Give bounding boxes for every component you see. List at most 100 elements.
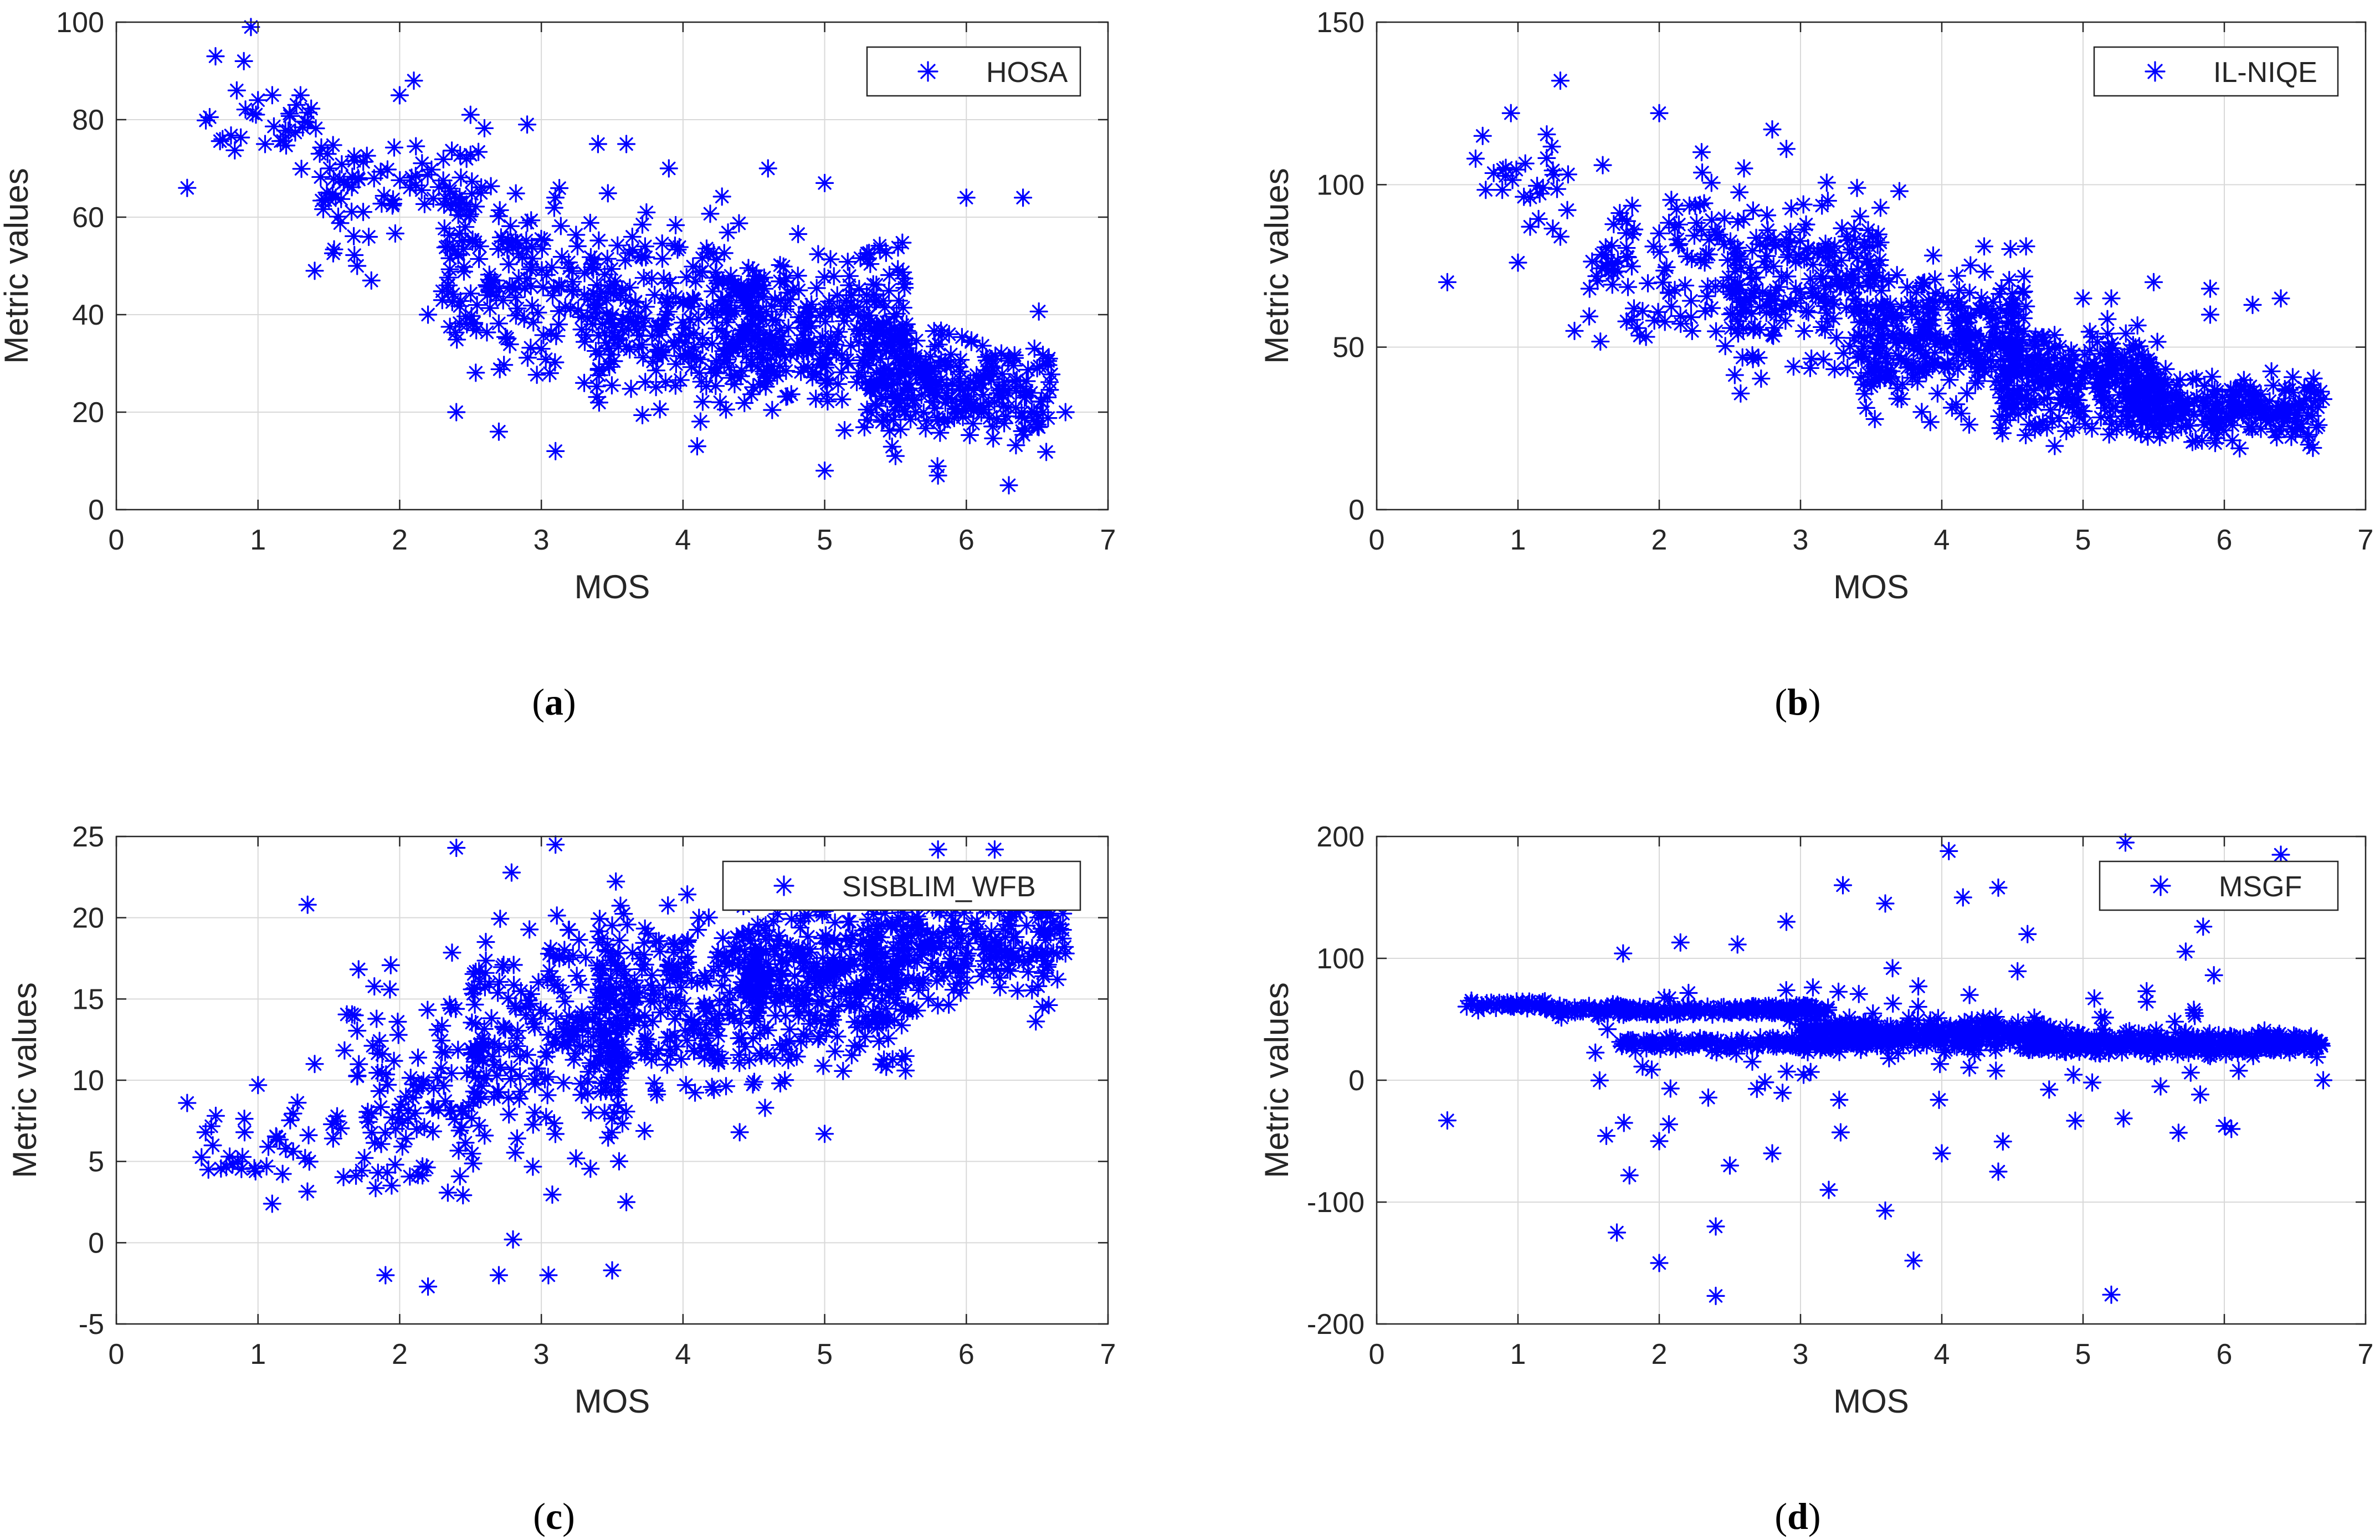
data-point [2080, 322, 2099, 341]
data-point [1743, 1052, 1762, 1071]
data-point [867, 397, 886, 415]
data-point [1782, 199, 1801, 218]
data-point [982, 922, 1001, 941]
data-point [510, 1089, 529, 1108]
y-tick-label: 100 [1316, 169, 1365, 201]
data-point [1956, 1025, 1976, 1044]
data-point [618, 1016, 638, 1035]
data-point [929, 959, 947, 978]
data-point [947, 974, 966, 993]
data-point [788, 335, 807, 353]
data-point [952, 963, 971, 982]
data-point [1836, 1013, 1855, 1031]
data-point [602, 376, 622, 395]
data-point [980, 949, 999, 968]
data-point [443, 292, 461, 311]
data-point [697, 1002, 716, 1020]
data-point [1457, 997, 1476, 1016]
data-point [355, 1148, 374, 1167]
data-point [1685, 226, 1704, 245]
data-point [1819, 238, 1838, 256]
data-point [383, 1108, 402, 1127]
y-tick-label: 0 [1348, 494, 1365, 526]
data-point [2040, 1080, 2059, 1099]
data-point [560, 259, 578, 278]
data-point [699, 908, 718, 927]
data-point [506, 184, 525, 203]
data-point [1837, 299, 1856, 317]
data-point [671, 1050, 691, 1069]
data-point [527, 1059, 546, 1079]
data-point [581, 213, 599, 232]
data-point [581, 1159, 600, 1178]
data-point [753, 993, 772, 1013]
data-point [345, 227, 363, 245]
data-point [2222, 1120, 2241, 1138]
data-point [1650, 1132, 1669, 1151]
data-point [1890, 182, 1909, 201]
data-point [1764, 326, 1783, 345]
data-point [692, 372, 711, 391]
x-tick-label: 2 [1651, 524, 1668, 556]
data-point [452, 1102, 470, 1121]
data-point [1023, 938, 1042, 957]
data-point [1039, 352, 1058, 371]
data-point [807, 389, 825, 408]
data-point [720, 358, 739, 377]
data-point [327, 1107, 347, 1126]
data-point [685, 1083, 705, 1102]
data-point [413, 1157, 432, 1176]
data-point [249, 1076, 268, 1095]
y-axis-label: Metric values [6, 982, 43, 1178]
data-point [2165, 1012, 2184, 1031]
data-point [1056, 944, 1075, 963]
data-point [543, 1185, 562, 1204]
data-point [1551, 71, 1570, 90]
data-point [699, 243, 718, 262]
data-point [1940, 1020, 1958, 1039]
data-point [525, 1018, 544, 1036]
data-point [750, 269, 770, 288]
data-point [682, 297, 701, 316]
data-point [1679, 983, 1698, 1003]
data-point [570, 931, 588, 949]
data-point [930, 410, 948, 429]
data-point [500, 1105, 519, 1124]
data-point [659, 896, 678, 915]
data-point [367, 1009, 386, 1028]
data-point [732, 275, 751, 294]
data-point [1494, 995, 1513, 1014]
data-point [227, 81, 246, 100]
data-point [1778, 267, 1797, 286]
data-point [1847, 1032, 1866, 1051]
data-point [953, 408, 972, 427]
data-point [1955, 334, 1974, 353]
data-point [937, 357, 956, 376]
data-point [1001, 962, 1019, 981]
data-point [618, 915, 637, 934]
data-point [1972, 289, 1991, 307]
data-point [2137, 982, 2156, 1001]
data-point [678, 885, 697, 904]
caption-letter-d: d [1787, 1495, 1808, 1537]
data-point [813, 990, 832, 1010]
data-point [609, 944, 628, 963]
data-point [1022, 383, 1040, 402]
x-tick-label: 7 [2358, 1338, 2374, 1370]
data-point [532, 229, 551, 248]
data-point [2008, 1028, 2027, 1046]
data-point [298, 895, 317, 914]
data-point [1772, 299, 1791, 317]
data-point [1733, 319, 1753, 338]
data-point [443, 943, 461, 962]
data-point [1603, 275, 1622, 294]
data-point [2176, 942, 2195, 961]
data-point [1773, 1084, 1792, 1102]
data-point [701, 204, 720, 223]
data-point [324, 136, 342, 155]
data-point [1650, 104, 1669, 122]
data-point [481, 177, 500, 196]
x-tick-label: 2 [392, 1338, 408, 1370]
data-point [702, 360, 721, 378]
data-point [440, 260, 459, 279]
